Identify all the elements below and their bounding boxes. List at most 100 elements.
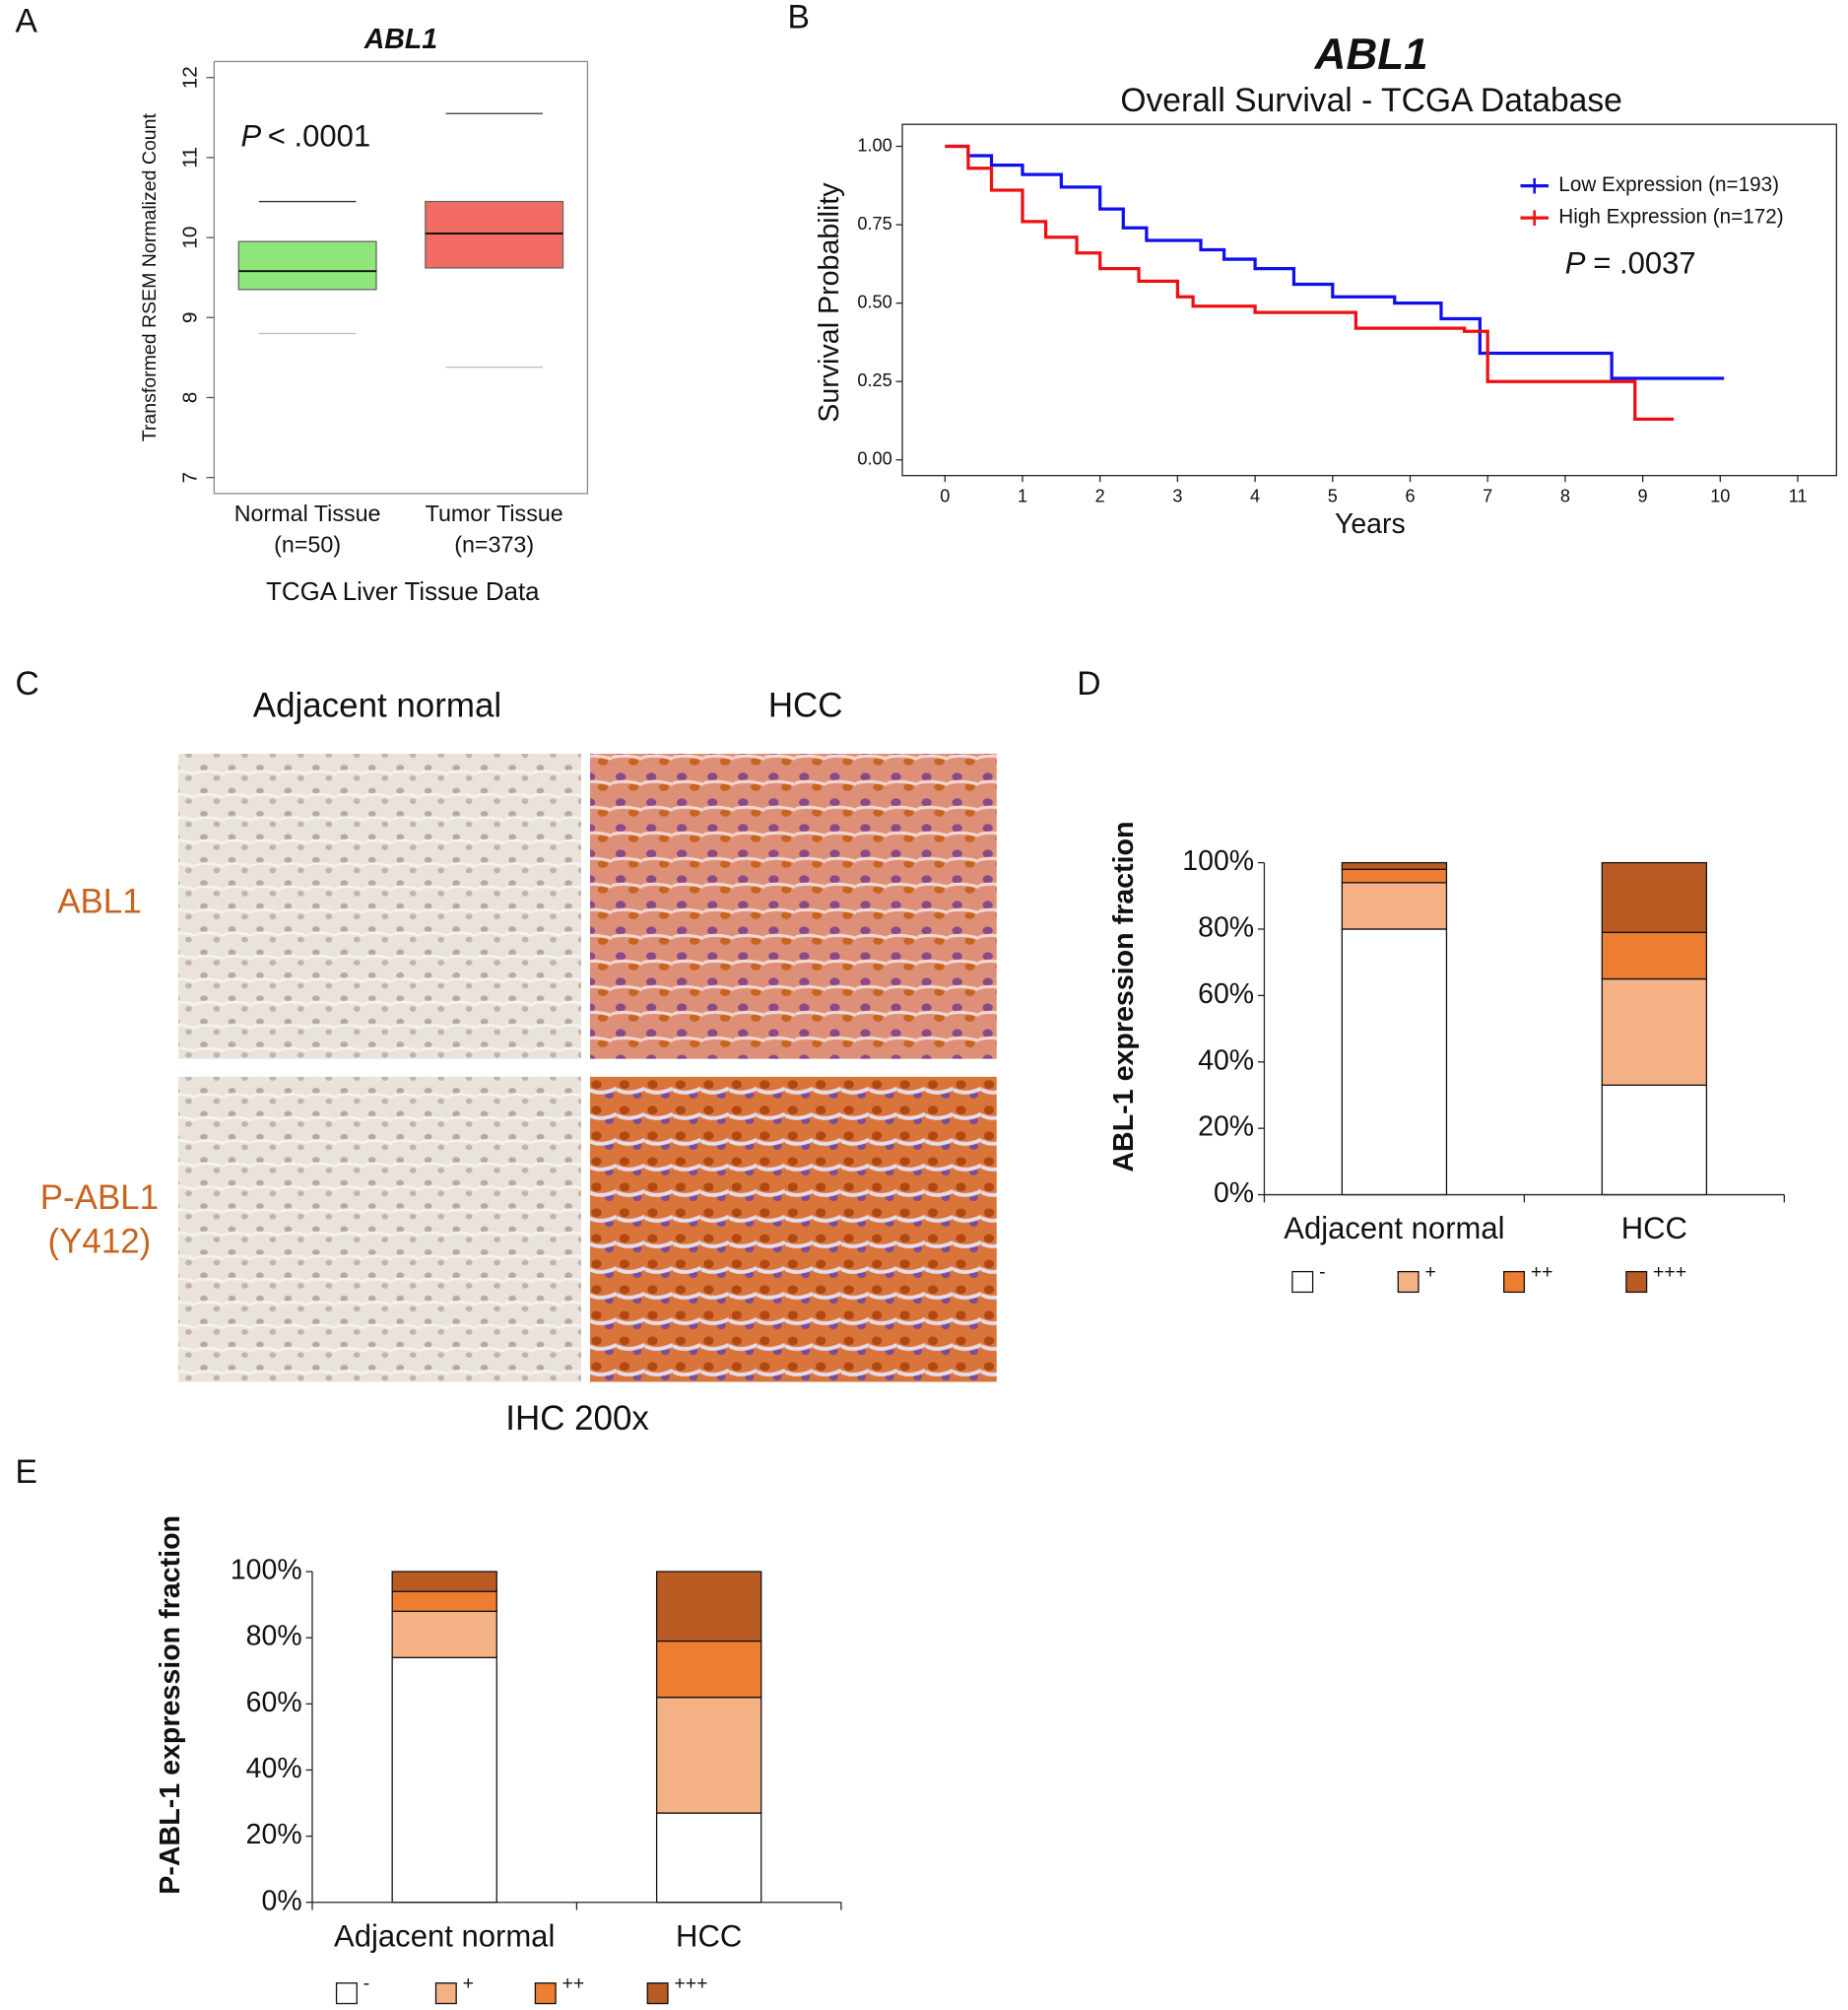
x-tick-label: 4 [1250, 487, 1260, 506]
y-tick-label: 80% [246, 1621, 302, 1652]
column-label: HCC [768, 686, 843, 724]
legend-swatch [1291, 1270, 1314, 1294]
legend-label: - [1319, 1261, 1325, 1283]
bar-segment [391, 1610, 497, 1658]
y-tick-label: 60% [1198, 978, 1254, 1010]
legend-swatch [1503, 1270, 1526, 1294]
x-tick-label: 5 [1328, 487, 1338, 506]
y-tick-label: 0.00 [857, 449, 891, 469]
bar-segment [391, 1590, 497, 1612]
legend-swatch [1397, 1270, 1419, 1294]
x-tick-label: HCC [676, 1918, 742, 1953]
x-tick-note: (n=373) [454, 531, 534, 557]
x-tick-label: 1 [1018, 487, 1027, 506]
panel-label: E [16, 1453, 37, 1491]
legend-label: + [463, 1973, 474, 1994]
x-tick-label: 10 [1710, 487, 1730, 506]
y-tick-label: 9 [179, 311, 202, 323]
ihc-image [590, 1076, 997, 1382]
y-tick-label: 0.75 [857, 214, 891, 234]
chart-subtitle: Overall Survival - TCGA Database [1120, 82, 1622, 119]
x-tick-label: 7 [1483, 487, 1492, 506]
y-tick-label: 100% [231, 1555, 302, 1586]
y-tick-label: 1.00 [857, 135, 891, 155]
row-label: P-ABL1 [40, 1178, 159, 1217]
y-tick-label: 0.50 [857, 292, 891, 311]
x-tick-note: (n=50) [274, 531, 341, 557]
legend-swatch [1625, 1270, 1648, 1294]
survival-curve [945, 144, 1725, 380]
y-tick-label: 0% [1214, 1177, 1254, 1209]
y-tick-label: 11 [179, 147, 202, 168]
x-tick-label: Normal Tissue [234, 501, 381, 526]
legend-label: ++ [562, 1973, 585, 1994]
plot-frame [901, 123, 1838, 477]
survival-curve [945, 144, 1675, 422]
legend-label: ++ [1531, 1261, 1553, 1283]
legend-swatch [335, 1982, 358, 2005]
ihc-image [178, 1076, 581, 1382]
legend-swatch [646, 1982, 669, 2005]
chart-title: ABL1 [363, 24, 437, 55]
row-label: ABL1 [57, 882, 141, 920]
x-tick-label: 9 [1638, 487, 1648, 506]
x-tick-label: 3 [1172, 487, 1182, 506]
legend-label: Low Expression (n=193) [1558, 173, 1779, 196]
panel-label: C [16, 665, 39, 703]
box [425, 200, 564, 269]
x-tick-label: 6 [1405, 487, 1415, 506]
x-tick-label: Tumor Tissue [426, 501, 563, 526]
y-tick-label: 7 [179, 472, 202, 484]
bar-segment [655, 1696, 762, 1814]
panel-label: D [1077, 665, 1100, 703]
box [237, 240, 377, 291]
y-tick-label: 20% [246, 1819, 302, 1850]
ihc-image [178, 754, 581, 1059]
panel-label: B [788, 0, 810, 35]
y-tick-label: 40% [1198, 1044, 1254, 1076]
x-tick-label: 2 [1095, 487, 1105, 506]
x-axis-label: Years [1335, 508, 1406, 540]
y-axis-label: Transformed RSEM Normalized Count [139, 112, 161, 441]
y-tick-label: 12 [179, 66, 202, 89]
legend-label: + [1424, 1261, 1435, 1283]
y-tick-label: 10 [179, 226, 202, 248]
row-label: (Y412) [48, 1222, 152, 1260]
y-tick-label: 60% [246, 1687, 302, 1718]
caption: IHC 200x [505, 1399, 649, 1438]
legend-label: - [363, 1973, 369, 1994]
bar-segment [391, 1656, 497, 1904]
bar-segment [1341, 928, 1448, 1196]
x-tick-label: 0 [940, 487, 950, 506]
y-tick-label: 80% [1198, 911, 1254, 943]
bar-segment [1601, 861, 1708, 933]
bar-segment [655, 1640, 762, 1699]
y-tick-label: 40% [246, 1753, 302, 1784]
bar-segment [1341, 861, 1448, 870]
p-value: < .0001 [268, 119, 370, 154]
x-tick-label: 8 [1560, 487, 1570, 506]
y-axis-label: Survival Probability [814, 182, 845, 423]
chart-title: ABL1 [1314, 31, 1428, 79]
bar-segment [1341, 882, 1448, 930]
legend-swatch [534, 1982, 557, 2005]
bar-segment [655, 1812, 762, 1904]
column-label: Adjacent normal [253, 686, 501, 724]
y-tick-label: 0.25 [857, 370, 891, 390]
bar-segment [391, 1571, 497, 1592]
plot-frame [213, 60, 589, 495]
bar-segment [1341, 868, 1448, 884]
bar-segment [1601, 977, 1708, 1087]
legend-label: High Expression (n=172) [1558, 206, 1783, 229]
y-tick-label: 0% [261, 1885, 301, 1916]
y-tick-label: 20% [1198, 1111, 1254, 1143]
x-tick-label: Adjacent normal [334, 1918, 555, 1953]
legend-swatch [434, 1982, 457, 2005]
p-value: = .0037 [1593, 245, 1695, 280]
y-axis-label: ABL-1 expression fraction [1108, 821, 1140, 1172]
legend-label: +++ [674, 1973, 707, 1994]
bar-segment [1601, 1084, 1708, 1196]
x-axis-label: TCGA Liver Tissue Data [266, 578, 540, 606]
ihc-image [590, 754, 997, 1059]
y-axis-label: P-ABL-1 expression fraction [155, 1515, 186, 1895]
